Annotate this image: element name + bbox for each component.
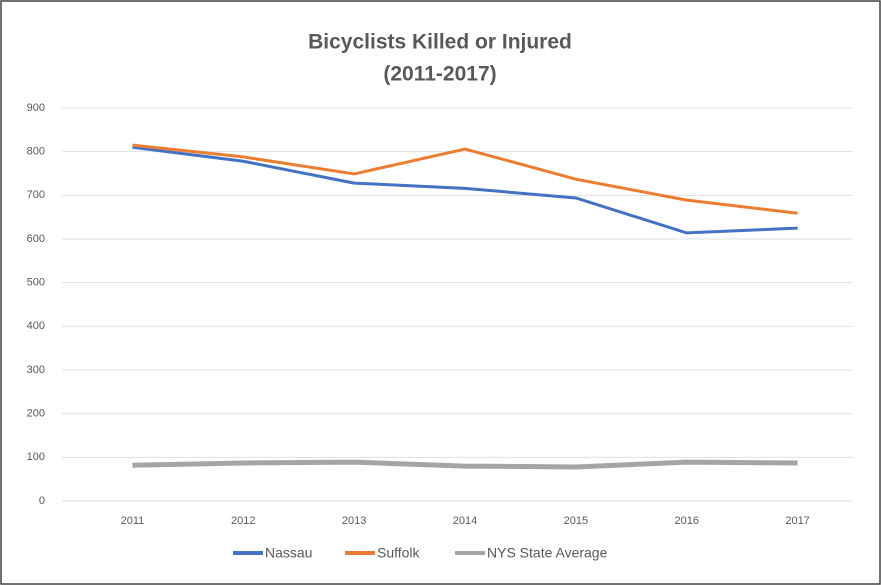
x-tick-label: 2015 <box>564 515 588 527</box>
chart-subtitle: (2011-2017) <box>383 63 496 86</box>
y-tick-label: 800 <box>27 146 45 158</box>
y-tick-label: 300 <box>27 364 45 376</box>
y-tick-label: 100 <box>27 451 45 463</box>
y-tick-label: 200 <box>27 408 45 420</box>
legend-label: Nassau <box>265 545 312 561</box>
series-line <box>132 143 798 215</box>
series-line <box>132 145 798 235</box>
y-tick-label: 900 <box>27 102 45 114</box>
legend-label: Suffolk <box>377 545 421 561</box>
x-tick-label: 2014 <box>453 515 477 527</box>
y-tick-label: 400 <box>27 320 45 332</box>
chart-title: Bicyclists Killed or Injured <box>308 31 572 54</box>
x-tick-label: 2012 <box>231 515 255 527</box>
x-tick-label: 2017 <box>785 515 809 527</box>
legend-label: NYS State Average <box>487 545 608 561</box>
x-tick-label: 2011 <box>121 515 145 527</box>
y-tick-label: 500 <box>27 277 45 289</box>
y-tick-label: 0 <box>39 495 45 507</box>
x-tick-label: 2013 <box>342 515 366 527</box>
y-tick-label: 700 <box>27 189 45 201</box>
y-tick-label: 600 <box>27 233 45 245</box>
x-tick-label: 2016 <box>674 515 698 527</box>
series-line <box>132 459 798 470</box>
